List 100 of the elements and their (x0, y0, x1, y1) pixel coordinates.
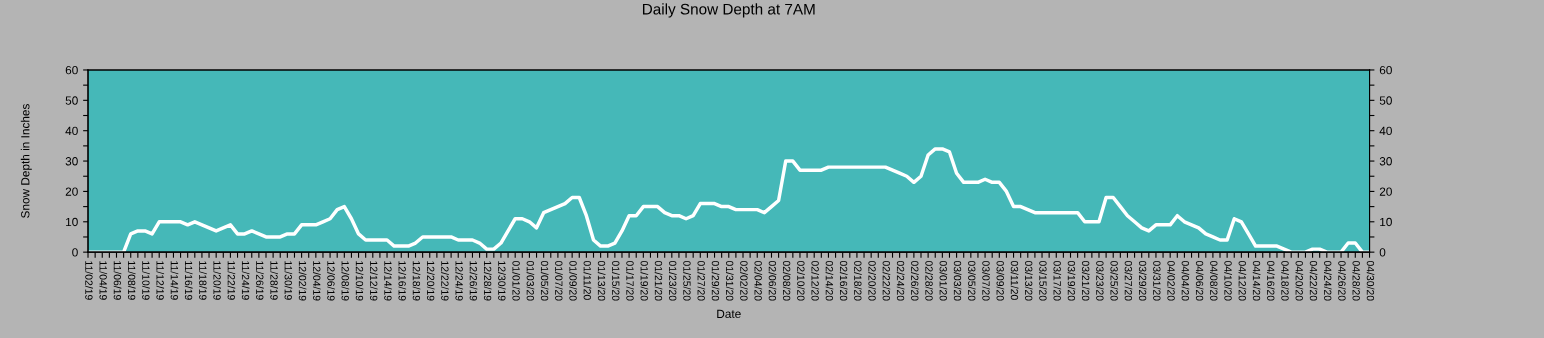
x-tick-label: 01/17/20 (626, 260, 634, 301)
x-tick-label: 12/22/19 (441, 261, 449, 301)
y2-tick-label: 20 (1379, 187, 1392, 196)
x-tick-label: 02/26/20 (911, 260, 919, 301)
x-tick-label: 11/04/19 (99, 261, 108, 300)
x-tick-label: 12/20/19 (426, 261, 435, 301)
x-tick-label: 04/20/20 (1295, 260, 1304, 301)
x-tick-label: 12/30/19 (498, 261, 506, 301)
y2-tick-label: 60 (1379, 66, 1392, 75)
x-axis-title: Date (717, 309, 741, 319)
x-tick-label: 12/08/19 (341, 261, 350, 301)
x-tick-label: 12/04/19 (313, 261, 321, 301)
x-tick-label: 03/19/20 (1067, 260, 1076, 301)
x-tick-label: 01/03/20 (526, 260, 535, 301)
x-tick-label: 02/18/20 (854, 260, 862, 301)
y-tick-label: 60 (65, 66, 78, 75)
x-tick-label: 04/08/20 (1210, 260, 1218, 301)
y2-tick-label: 10 (1380, 217, 1392, 227)
x-tick-label: 03/09/20 (996, 260, 1005, 301)
x-tick-label: 04/18/20 (1281, 260, 1289, 301)
x-tick-label: 01/01/20 (512, 260, 521, 301)
x-tick-label: 02/04/20 (754, 260, 763, 301)
x-tick-label: 01/09/20 (569, 260, 577, 301)
x-tick-label: 03/05/20 (968, 260, 976, 301)
x-tick-label: 01/13/20 (597, 260, 606, 301)
chart-title: Daily Snow Depth at 7AM (642, 3, 815, 18)
x-tick-label: 03/03/20 (953, 260, 962, 301)
x-tick-label: 03/17/20 (1053, 260, 1062, 301)
y-tick-label: 20 (65, 187, 78, 196)
x-tick-label: 11/30/19 (284, 261, 293, 300)
x-tick-label: 04/30/20 (1366, 260, 1375, 301)
x-tick-label: 03/25/20 (1110, 260, 1119, 301)
x-tick-label: 11/20/19 (213, 261, 222, 300)
y2-tick-label: 50 (1379, 96, 1392, 105)
x-tick-label: 02/20/20 (868, 260, 877, 301)
x-tick-label: 02/12/20 (811, 260, 820, 301)
x-tick-label: 03/11/20 (1010, 260, 1019, 300)
x-tick-label: 04/28/20 (1352, 260, 1361, 301)
x-tick-label: 04/26/20 (1338, 260, 1346, 301)
y-tick-label: 10 (66, 217, 78, 227)
x-tick-label: 02/28/20 (925, 260, 933, 301)
y-tick-label: 40 (65, 126, 78, 136)
x-tick-label: 04/14/20 (1252, 260, 1261, 301)
y2-tick-label: 30 (1379, 157, 1392, 166)
x-tick-label: 11/06/19 (113, 261, 122, 300)
y-tick-label: 50 (65, 96, 78, 105)
x-tick-label: 02/08/20 (782, 260, 791, 301)
x-tick-label: 01/05/20 (540, 260, 549, 301)
x-tick-label: 11/12/19 (156, 261, 165, 300)
x-tick-label: 02/10/20 (797, 260, 805, 301)
x-tick-label: 11/16/19 (184, 261, 193, 300)
x-tick-label: 01/25/20 (683, 260, 691, 301)
x-tick-label: 01/07/20 (555, 260, 563, 301)
y-tick-label: 30 (65, 157, 78, 166)
x-tick-label: 12/10/19 (355, 261, 364, 301)
x-tick-label: 02/06/20 (768, 260, 777, 301)
x-tick-label: 03/15/20 (1039, 260, 1047, 301)
x-tick-label: 11/10/19 (142, 261, 150, 300)
x-tick-label: 03/13/20 (1024, 260, 1033, 301)
x-tick-label: 04/22/20 (1309, 260, 1318, 301)
x-tick-label: 11/14/19 (170, 261, 179, 300)
x-tick-label: 11/26/19 (256, 261, 264, 300)
x-tick-label: 12/28/19 (483, 261, 492, 301)
x-tick-label: 03/23/20 (1096, 260, 1104, 301)
x-tick-label: 12/16/19 (398, 261, 407, 301)
x-tick-label: 01/23/20 (669, 260, 677, 301)
x-tick-label: 01/19/20 (640, 260, 649, 301)
x-tick-label: 04/12/20 (1238, 260, 1247, 301)
x-tick-label: 02/14/20 (825, 260, 834, 301)
x-tick-label: 11/24/19 (241, 261, 250, 300)
x-tick-label: 01/29/20 (711, 260, 720, 301)
y2-tick-label: 40 (1379, 126, 1392, 136)
x-tick-label: 12/02/19 (298, 261, 307, 301)
x-tick-label: 03/29/20 (1138, 260, 1147, 301)
x-tick-label: 12/18/19 (412, 261, 421, 301)
x-tick-label: 12/14/19 (384, 261, 392, 301)
x-tick-label: 11/22/19 (227, 261, 236, 300)
x-tick-label: 11/28/19 (270, 261, 278, 300)
x-tick-label: 01/15/20 (612, 260, 620, 301)
x-tick-label: 02/24/20 (896, 260, 905, 301)
y-axis-title: Snow Depth in Inches (20, 104, 32, 218)
y2-tick-label: 0 (1379, 248, 1386, 257)
x-tick-label: 11/08/19 (127, 261, 136, 300)
x-tick-label: 02/22/20 (882, 260, 891, 301)
x-tick-label: 04/16/20 (1267, 260, 1275, 301)
x-tick-label: 04/24/20 (1324, 260, 1332, 301)
x-tick-label: 03/07/20 (982, 260, 990, 301)
x-tick-label: 03/01/20 (939, 260, 948, 301)
x-tick-label: 03/31/20 (1153, 260, 1161, 301)
x-tick-label: 01/27/20 (697, 260, 706, 301)
x-tick-label: 12/06/19 (327, 261, 335, 301)
x-tick-label: 03/21/20 (1081, 260, 1090, 301)
x-tick-label: 12/12/19 (370, 261, 378, 301)
x-tick-label: 12/26/19 (469, 261, 478, 301)
x-tick-label: 11/02/19 (85, 261, 93, 300)
x-tick-label: 01/21/20 (654, 260, 663, 301)
x-tick-label: 04/02/20 (1167, 260, 1176, 301)
x-tick-label: 11/18/19 (199, 261, 207, 300)
x-tick-label: 01/11/20 (583, 260, 592, 300)
x-tick-label: 02/02/20 (740, 260, 748, 301)
